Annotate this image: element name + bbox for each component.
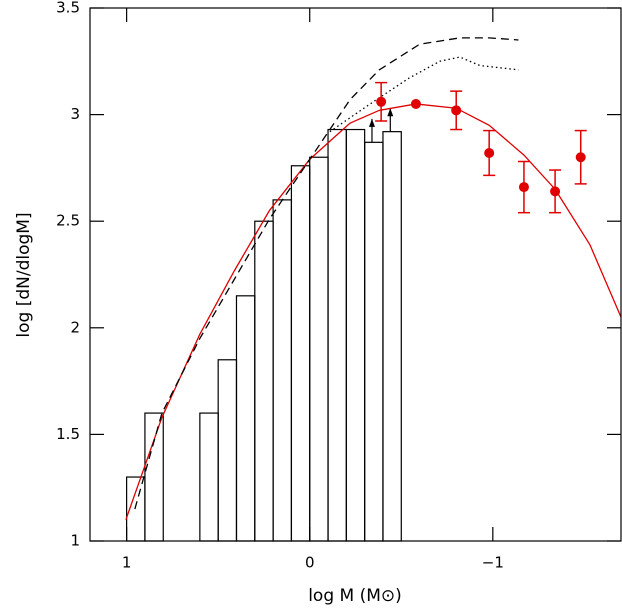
histogram-bar	[382, 131, 402, 542]
histogram-bar	[144, 412, 164, 542]
histogram-bar	[199, 412, 219, 542]
histogram-bar	[235, 295, 256, 542]
plot-frame	[89, 7, 622, 542]
histogram-bar	[345, 128, 366, 542]
histogram-bar	[290, 165, 311, 542]
y-tick-label: 1	[70, 532, 80, 550]
curve	[134, 37, 519, 510]
y-tick-label: 1.5	[56, 425, 80, 443]
data-point	[451, 105, 462, 116]
histogram-bar	[327, 128, 347, 542]
curve	[125, 103, 622, 520]
arrow-head	[387, 108, 394, 117]
data-point	[575, 152, 586, 163]
x-tick-label: −1	[482, 554, 504, 572]
histogram-bar	[272, 199, 293, 542]
curve	[329, 56, 519, 133]
y-tick-label: 3	[70, 105, 80, 123]
histogram-bar	[217, 359, 238, 542]
histogram-bar	[309, 156, 329, 542]
y-tick-label: 2	[70, 318, 80, 336]
data-point	[550, 186, 561, 197]
y-axis-label: log [dN/dlogM]	[14, 212, 34, 337]
data-point	[410, 98, 421, 109]
data-point	[376, 96, 387, 107]
x-axis-label: log M (M⊙)	[308, 586, 402, 606]
histogram-bar	[364, 141, 384, 542]
histogram-bar	[254, 220, 274, 542]
arrow-head	[368, 118, 375, 127]
data-point	[484, 147, 495, 158]
y-tick-label: 3.5	[56, 0, 80, 17]
x-tick-label: 0	[305, 554, 315, 572]
x-tick-label: 1	[122, 554, 132, 572]
data-point	[518, 182, 529, 193]
y-tick-label: 2.5	[56, 212, 80, 230]
